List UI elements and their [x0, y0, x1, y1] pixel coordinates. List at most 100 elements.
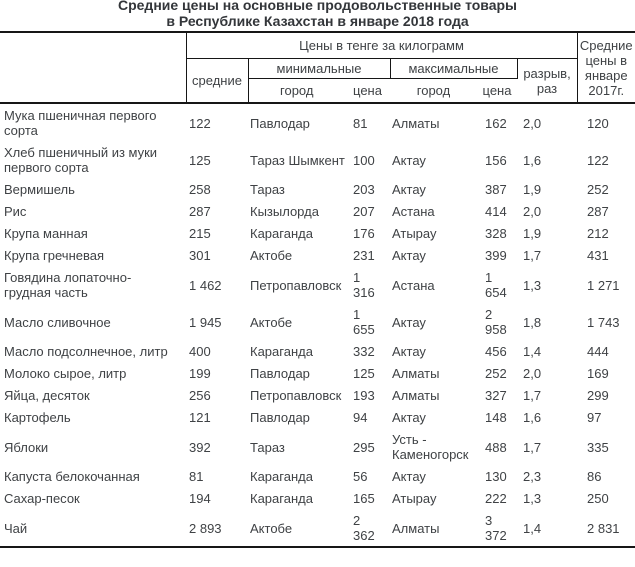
- gap-cell: 1,3: [523, 491, 542, 506]
- gap-cell: 1,7: [523, 439, 542, 455]
- product-name-cell: Хлеб пшеничный из муки первого сорта: [4, 145, 158, 175]
- max-price-cell: 130: [485, 469, 507, 484]
- product-name-cell: Чай: [0, 509, 186, 548]
- min-price-cell: 100: [353, 152, 375, 168]
- avg-2017-cell: 1 743: [587, 314, 620, 330]
- max-price-cell: 2 958: [485, 307, 507, 337]
- min-city-cell: Караганда: [250, 491, 313, 506]
- avg-price-cell: 215: [189, 226, 211, 241]
- avg-price-cell: 2 893: [186, 509, 248, 548]
- product-name-cell: Крупа гречневая: [4, 248, 105, 263]
- avg-price-cell: 1 945: [189, 314, 222, 330]
- min-group-header: минимальные: [248, 58, 391, 79]
- max-city-cell: Алматы: [392, 115, 440, 131]
- product-column-header: [0, 31, 187, 104]
- page-title: Средние цены на основные продовольственн…: [0, 0, 635, 29]
- max-price-cell: 399: [485, 248, 507, 263]
- max-price-column-header: цена: [477, 78, 517, 104]
- table-row: Капуста белокочанная 81 Караганда 56 Актау 13…: [0, 465, 635, 487]
- gap-cell: 1,9: [523, 226, 542, 241]
- gap-cell: 1,7: [523, 388, 542, 403]
- max-city-cell: Актау: [392, 410, 426, 425]
- max-price-cell: 387: [485, 182, 507, 197]
- avg-price-cell: 121: [189, 410, 211, 425]
- max-city-cell: Актау: [392, 344, 426, 359]
- page-title-line2: в Республике Казахстан в январе 2018 год…: [166, 13, 469, 29]
- table-row: Крупа гречневая 301 Актобе 231 Актау 399 1,7 43…: [0, 244, 635, 266]
- min-city-cell: Актобе: [250, 248, 293, 263]
- max-price-cell: 156: [485, 152, 507, 168]
- gap-cell: 1,4: [523, 344, 542, 359]
- avg-column-header: средние: [186, 58, 249, 104]
- avg-price-cell: 392: [189, 439, 211, 455]
- min-price-cell: 207: [353, 204, 375, 219]
- avg-2017-cell: 444: [587, 344, 609, 359]
- table-row: Сахар-песок 194 Караганда 165 Атырау 222 1,3 25…: [0, 487, 635, 509]
- product-name-cell: Масло сливочное: [4, 314, 111, 330]
- gap-cell: 1,8: [523, 314, 542, 330]
- max-city-cell: Атырау: [392, 226, 437, 241]
- avg-2017-cell: 2 831: [577, 509, 635, 548]
- min-city-cell: Тараз: [250, 439, 285, 455]
- max-price-cell: 3 372: [477, 509, 517, 548]
- avg-2017-cell: 287: [587, 204, 609, 219]
- min-city-cell: Павлодар: [250, 115, 310, 131]
- min-price-cell: 2 362: [345, 509, 390, 548]
- min-city-cell: Караганда: [250, 469, 313, 484]
- product-name-cell: Говядина лопаточно-грудная часть: [4, 270, 132, 300]
- max-city-cell: Актау: [392, 182, 426, 197]
- max-price-cell: 162: [485, 115, 507, 131]
- gap-cell: 2,0: [523, 204, 542, 219]
- min-price-cell: 94: [353, 410, 368, 425]
- gap-cell: 2,3: [523, 469, 542, 484]
- product-name-cell: Яблоки: [4, 439, 49, 455]
- min-price-cell: 1 316: [353, 270, 375, 300]
- min-city-column-header: город: [248, 78, 345, 104]
- avg-2017-cell: 120: [587, 115, 609, 131]
- avg-price-cell: 199: [189, 366, 211, 381]
- table-row: Чай 2 893 Актобе 2 362 Алматы 3 372 1,4 2 831: [0, 509, 635, 548]
- avg-2017-cell: 252: [587, 182, 609, 197]
- max-city-cell: Усть - Каменогорск: [392, 432, 469, 462]
- product-name-cell: Сахар-песок: [4, 491, 80, 506]
- avg-price-cell: 400: [189, 344, 211, 359]
- min-price-cell: 125: [353, 366, 375, 381]
- max-city-cell: Астана: [392, 204, 435, 219]
- max-price-cell: 1 654: [485, 270, 507, 300]
- avg-2017-cell: 97: [587, 410, 602, 425]
- max-city-cell: Астана: [392, 277, 435, 293]
- min-city-cell: Тараз Шымкент: [250, 152, 345, 168]
- gap-cell: 1,7: [523, 248, 542, 263]
- avg-2017-cell: 299: [587, 388, 609, 403]
- table-header: Цены в тенге за килограмм Средние цены в…: [0, 31, 635, 104]
- avg-2017-cell: 431: [587, 248, 609, 263]
- max-city-cell: Актау: [392, 469, 426, 484]
- gap-cell: 2,0: [523, 115, 542, 131]
- table-row: Вермишель 258 Тараз 203 Актау 387 1,9 252: [0, 178, 635, 200]
- min-price-cell: 332: [353, 344, 375, 359]
- max-city-cell: Актау: [392, 314, 426, 330]
- product-name-cell: Картофель: [4, 410, 71, 425]
- table-row: Масло сливочное 1 945 Актобе 1 655 Актау 2 95…: [0, 303, 635, 340]
- avg-price-cell: 1 462: [189, 277, 222, 293]
- min-city-cell: Павлодар: [250, 366, 310, 381]
- max-group-header: максимальные: [390, 58, 518, 79]
- max-city-column-header: город: [390, 78, 477, 104]
- gap-cell: 1,4: [517, 509, 577, 548]
- max-price-cell: 252: [485, 366, 507, 381]
- min-price-cell: 165: [353, 491, 375, 506]
- min-city-cell: Актобе: [250, 314, 293, 330]
- min-city-cell: Петропавловск: [250, 277, 342, 293]
- avg-price-cell: 194: [189, 491, 211, 506]
- min-city-cell: Кызылорда: [250, 204, 319, 219]
- max-price-cell: 456: [485, 344, 507, 359]
- min-city-cell: Петропавловск: [250, 388, 342, 403]
- min-price-cell: 203: [353, 182, 375, 197]
- min-city-cell: Павлодар: [250, 410, 310, 425]
- max-price-cell: 488: [485, 439, 507, 455]
- table-row: Рис 287 Кызылорда 207 Астана 414 2,0 287: [0, 200, 635, 222]
- max-price-cell: 328: [485, 226, 507, 241]
- max-price-cell: 222: [485, 491, 507, 506]
- avg-2017-cell: 335: [587, 439, 609, 455]
